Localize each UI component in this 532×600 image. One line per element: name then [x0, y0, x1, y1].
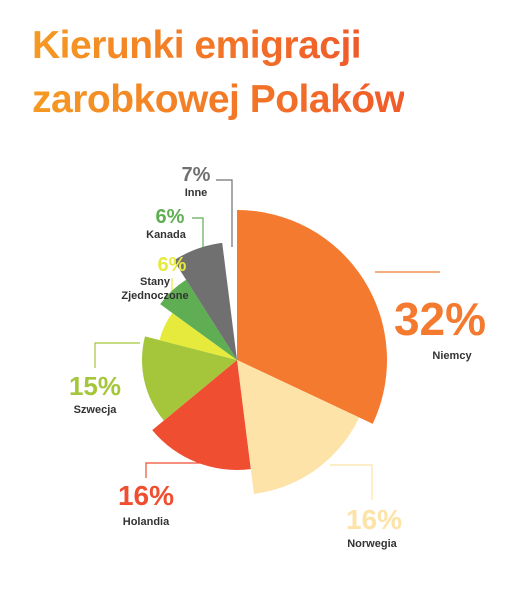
category-label: Stany Zjednoczone: [121, 276, 189, 302]
slice: [237, 210, 387, 424]
leader-line: [216, 179, 233, 247]
leader-line: [94, 342, 140, 368]
category-label: Norwegia: [347, 538, 397, 550]
value-label: 15%: [68, 371, 122, 401]
category-label: Kanada: [146, 229, 186, 241]
slice: [237, 360, 360, 494]
slice: [173, 242, 237, 360]
value-label: 6%: [155, 206, 185, 228]
value-label: 16%: [345, 504, 403, 535]
slice: [142, 336, 237, 421]
leader-line: [145, 462, 212, 478]
value-label: 32%: [393, 293, 487, 345]
value-label: 7%: [181, 164, 211, 186]
slice: [152, 360, 251, 470]
value-label: 6%: [157, 254, 187, 276]
category-label: Inne: [184, 187, 208, 199]
category-label: Holandia: [122, 516, 170, 528]
slice: [160, 279, 237, 360]
title: zarobkowej Polaków: [32, 78, 405, 121]
category-label: Niemcy: [432, 350, 472, 362]
title: Kierunki emigracji: [32, 24, 362, 67]
slice: [159, 312, 237, 360]
category-label: Szwecja: [73, 404, 117, 416]
value-label: 16%: [117, 480, 175, 511]
leader-line: [330, 464, 373, 500]
